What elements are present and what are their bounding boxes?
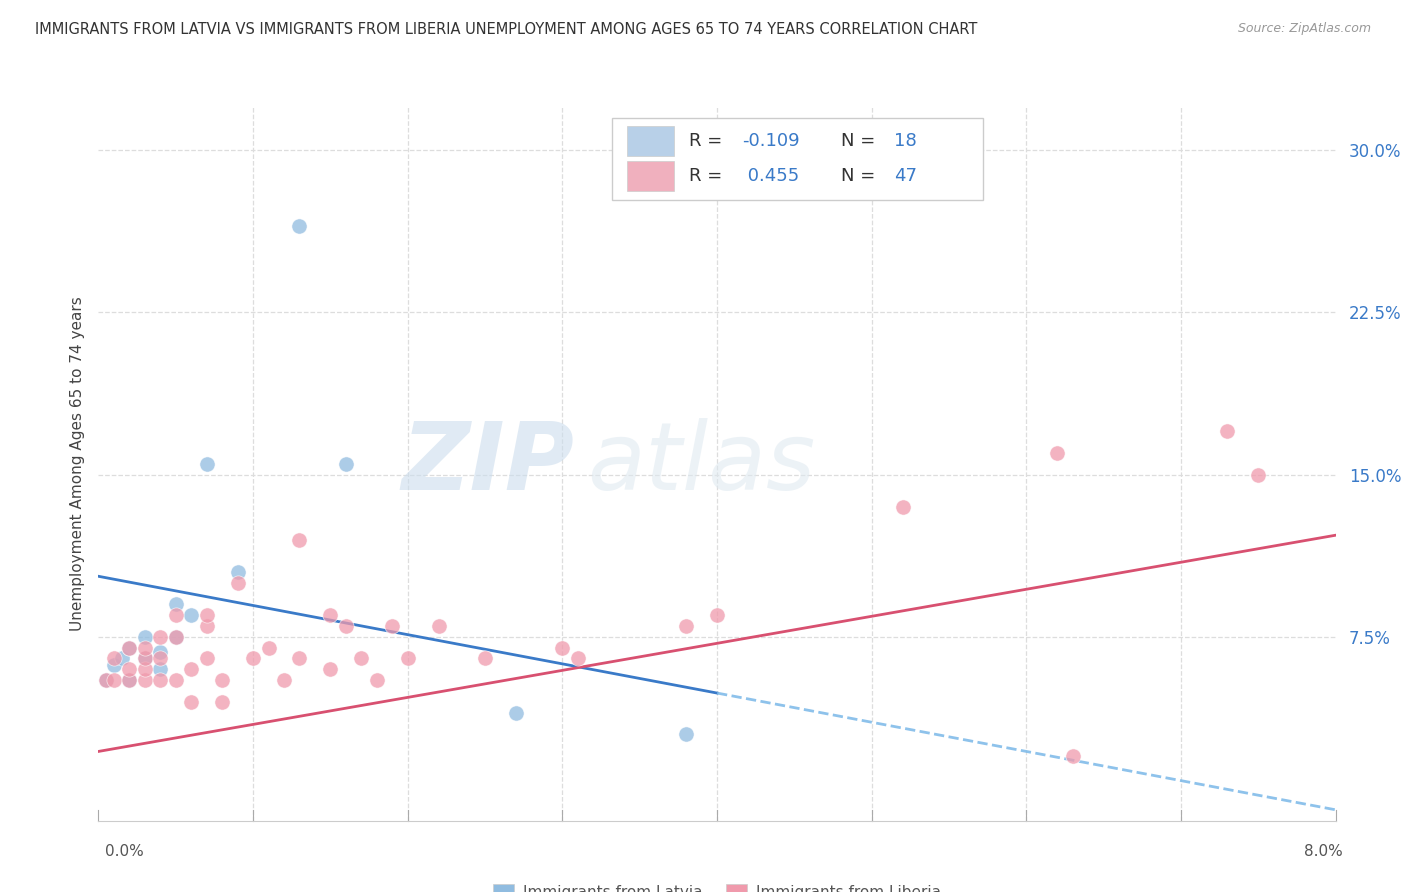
Point [134, 651, 156, 665]
Legend: Immigrants from Latvia, Immigrants from Liberia: Immigrants from Latvia, Immigrants from … [486, 878, 948, 892]
Point [180, 662, 202, 676]
Text: atlas: atlas [588, 418, 815, 509]
Point [134, 651, 156, 665]
Point [149, 630, 172, 644]
Point [396, 651, 419, 665]
Point [134, 640, 156, 655]
FancyBboxPatch shape [612, 118, 983, 200]
Point [1216, 425, 1239, 439]
Point [195, 457, 218, 471]
Point [288, 219, 311, 233]
Point [675, 727, 697, 741]
Text: N =: N = [841, 132, 880, 150]
Point [149, 673, 172, 687]
FancyBboxPatch shape [627, 126, 673, 155]
Point [226, 575, 249, 590]
Point [195, 608, 218, 623]
Text: 0.0%: 0.0% [105, 845, 145, 859]
Point [103, 673, 125, 687]
Point [134, 630, 156, 644]
Point [195, 651, 218, 665]
Point [118, 673, 141, 687]
Point [288, 533, 311, 547]
Point [891, 500, 914, 514]
Point [335, 457, 357, 471]
Text: IMMIGRANTS FROM LATVIA VS IMMIGRANTS FROM LIBERIA UNEMPLOYMENT AMONG AGES 65 TO : IMMIGRANTS FROM LATVIA VS IMMIGRANTS FRO… [35, 22, 977, 37]
Text: 0.455: 0.455 [742, 168, 799, 186]
Y-axis label: Unemployment Among Ages 65 to 74 years: Unemployment Among Ages 65 to 74 years [69, 296, 84, 632]
Point [149, 651, 172, 665]
Point [1046, 446, 1069, 460]
Point [165, 608, 187, 623]
Point [149, 662, 172, 676]
Point [288, 651, 311, 665]
Point [211, 673, 233, 687]
Point [96, 673, 118, 687]
Point [165, 673, 187, 687]
FancyBboxPatch shape [627, 161, 673, 191]
Point [96, 673, 118, 687]
Point [1247, 467, 1270, 482]
Point [335, 619, 357, 633]
Point [567, 651, 589, 665]
Point [118, 662, 141, 676]
Point [350, 651, 373, 665]
Point [118, 640, 141, 655]
Point [366, 673, 388, 687]
Point [474, 651, 496, 665]
Point [165, 598, 187, 612]
Point [118, 673, 141, 687]
Text: N =: N = [841, 168, 880, 186]
Point [242, 651, 264, 665]
Point [427, 619, 450, 633]
Point [257, 640, 280, 655]
Point [118, 640, 141, 655]
Point [381, 619, 404, 633]
Point [180, 608, 202, 623]
Text: -0.109: -0.109 [742, 132, 800, 150]
Point [103, 657, 125, 672]
Point [103, 651, 125, 665]
Point [111, 651, 134, 665]
Point [551, 640, 574, 655]
Point [319, 608, 342, 623]
Point [180, 695, 202, 709]
Point [505, 706, 527, 720]
Point [165, 630, 187, 644]
Point [319, 662, 342, 676]
Text: Source: ZipAtlas.com: Source: ZipAtlas.com [1237, 22, 1371, 36]
Text: 47: 47 [894, 168, 917, 186]
Point [149, 645, 172, 659]
Text: 18: 18 [894, 132, 917, 150]
Text: R =: R = [689, 168, 727, 186]
Point [134, 673, 156, 687]
Point [273, 673, 295, 687]
Point [165, 630, 187, 644]
Text: ZIP: ZIP [402, 417, 575, 510]
Point [134, 662, 156, 676]
Text: R =: R = [689, 132, 727, 150]
Point [226, 565, 249, 579]
Point [211, 695, 233, 709]
Point [1062, 748, 1084, 763]
Point [706, 608, 728, 623]
Point [195, 619, 218, 633]
Text: 8.0%: 8.0% [1303, 845, 1343, 859]
Point [675, 619, 697, 633]
